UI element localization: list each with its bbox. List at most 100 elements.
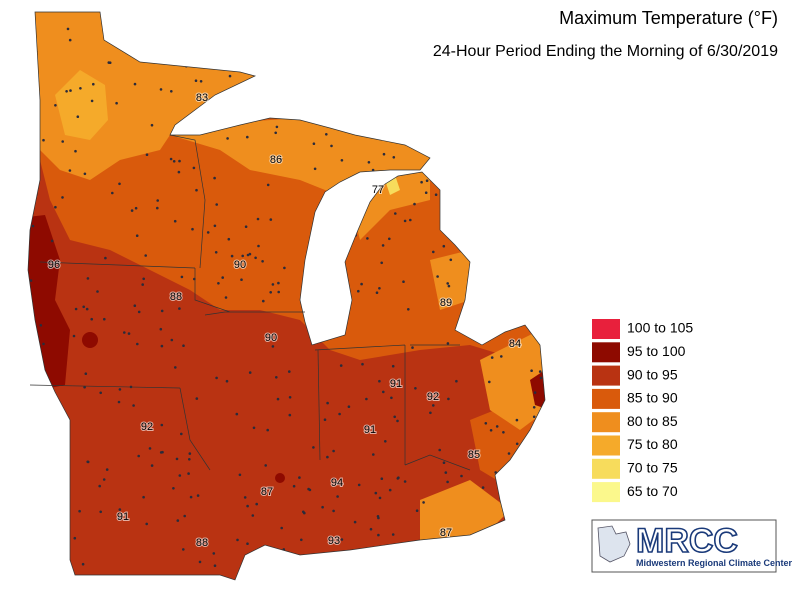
station-dot bbox=[196, 494, 200, 497]
station-dot bbox=[65, 90, 68, 93]
station-dot bbox=[130, 209, 134, 212]
station-dot bbox=[275, 376, 278, 379]
station-dot bbox=[380, 477, 384, 481]
station-dot bbox=[446, 342, 450, 345]
station-dot bbox=[280, 526, 284, 530]
station-dot bbox=[134, 206, 138, 210]
station-dot bbox=[539, 376, 543, 380]
station-label: 92 bbox=[141, 421, 153, 433]
station-dot bbox=[377, 516, 380, 520]
station-dot bbox=[269, 218, 273, 221]
station-dot bbox=[442, 461, 446, 465]
station-dot bbox=[142, 277, 145, 281]
station-dot bbox=[74, 149, 77, 153]
station-dot bbox=[312, 142, 316, 145]
station-dot bbox=[340, 538, 344, 541]
station-dot bbox=[378, 287, 381, 290]
station-dot bbox=[371, 168, 375, 172]
station-dot bbox=[176, 519, 180, 522]
station-dot bbox=[279, 157, 283, 161]
zone-95-100 bbox=[28, 215, 70, 390]
station-dot bbox=[434, 193, 438, 196]
station-dot bbox=[507, 452, 511, 455]
station-dot bbox=[494, 471, 498, 474]
station-dot bbox=[325, 133, 328, 136]
station-label: 93 bbox=[328, 535, 340, 547]
station-dot bbox=[127, 332, 131, 335]
station-dot bbox=[484, 422, 488, 425]
station-dot bbox=[99, 391, 102, 395]
station-label: 94 bbox=[331, 477, 343, 489]
station-dot bbox=[217, 282, 220, 285]
station-dot bbox=[79, 87, 82, 90]
station-label: 91 bbox=[364, 424, 376, 436]
zone-95-100-spot bbox=[275, 473, 285, 483]
station-label: 83 bbox=[196, 92, 208, 104]
station-dot bbox=[321, 505, 324, 509]
station-dot bbox=[251, 514, 255, 517]
station-label: 84 bbox=[509, 338, 521, 350]
station-dot bbox=[449, 258, 453, 262]
station-dot bbox=[178, 159, 181, 163]
station-dot bbox=[172, 160, 176, 163]
station-dot bbox=[136, 342, 139, 346]
station-dot bbox=[533, 391, 537, 394]
station-dot bbox=[257, 244, 260, 248]
station-dot bbox=[172, 487, 175, 490]
station-dot bbox=[68, 169, 72, 172]
station-dot bbox=[54, 205, 57, 209]
station-dot bbox=[420, 180, 423, 184]
station-label: 89 bbox=[440, 297, 452, 309]
station-dot bbox=[407, 308, 410, 311]
station-dot bbox=[374, 491, 378, 495]
station-dot bbox=[388, 237, 391, 241]
station-label: 90 bbox=[234, 259, 246, 271]
station-dot bbox=[188, 458, 191, 461]
station-dot bbox=[275, 125, 279, 129]
station-dot bbox=[238, 473, 242, 477]
station-dot bbox=[481, 486, 485, 489]
legend-label: 90 to 95 bbox=[627, 366, 678, 382]
station-label: 85 bbox=[468, 449, 480, 461]
station-dot bbox=[225, 379, 229, 383]
station-dot bbox=[538, 370, 542, 373]
station-dot bbox=[159, 327, 163, 331]
station-dot bbox=[264, 464, 268, 467]
station-label: 90 bbox=[265, 332, 277, 344]
station-dot bbox=[402, 280, 405, 284]
station-dot bbox=[403, 219, 407, 223]
station-dot bbox=[447, 397, 450, 401]
station-dot bbox=[42, 138, 45, 142]
station-dot bbox=[502, 431, 505, 434]
station-dot bbox=[530, 369, 533, 373]
legend-label: 65 to 70 bbox=[627, 483, 678, 499]
station-dot bbox=[424, 191, 428, 194]
station-dot bbox=[235, 412, 239, 416]
station-dot bbox=[99, 510, 102, 514]
station-dot bbox=[415, 509, 419, 512]
station-dot bbox=[118, 182, 121, 186]
station-dot bbox=[195, 188, 198, 192]
station-dot bbox=[460, 474, 463, 478]
station-dot bbox=[380, 261, 384, 265]
legend-swatch bbox=[592, 388, 620, 409]
station-dot bbox=[107, 61, 111, 64]
station-dot bbox=[411, 346, 414, 349]
zone-75-80 bbox=[55, 70, 108, 140]
station-dot bbox=[226, 137, 229, 140]
station-dot bbox=[212, 552, 216, 555]
legend-swatch bbox=[592, 435, 620, 456]
station-dot bbox=[61, 196, 64, 199]
station-dot bbox=[248, 252, 252, 256]
station-dot bbox=[241, 254, 244, 258]
legend-swatch bbox=[592, 319, 620, 339]
station-dot bbox=[409, 218, 412, 222]
legend-swatch bbox=[592, 482, 620, 503]
station-dot bbox=[532, 415, 536, 419]
station-dot bbox=[432, 250, 435, 254]
station-dot bbox=[206, 231, 210, 234]
station-dot bbox=[288, 396, 292, 399]
station-dot bbox=[391, 533, 395, 536]
title: Maximum Temperature (°F) bbox=[559, 8, 778, 28]
station-dot bbox=[429, 411, 432, 415]
